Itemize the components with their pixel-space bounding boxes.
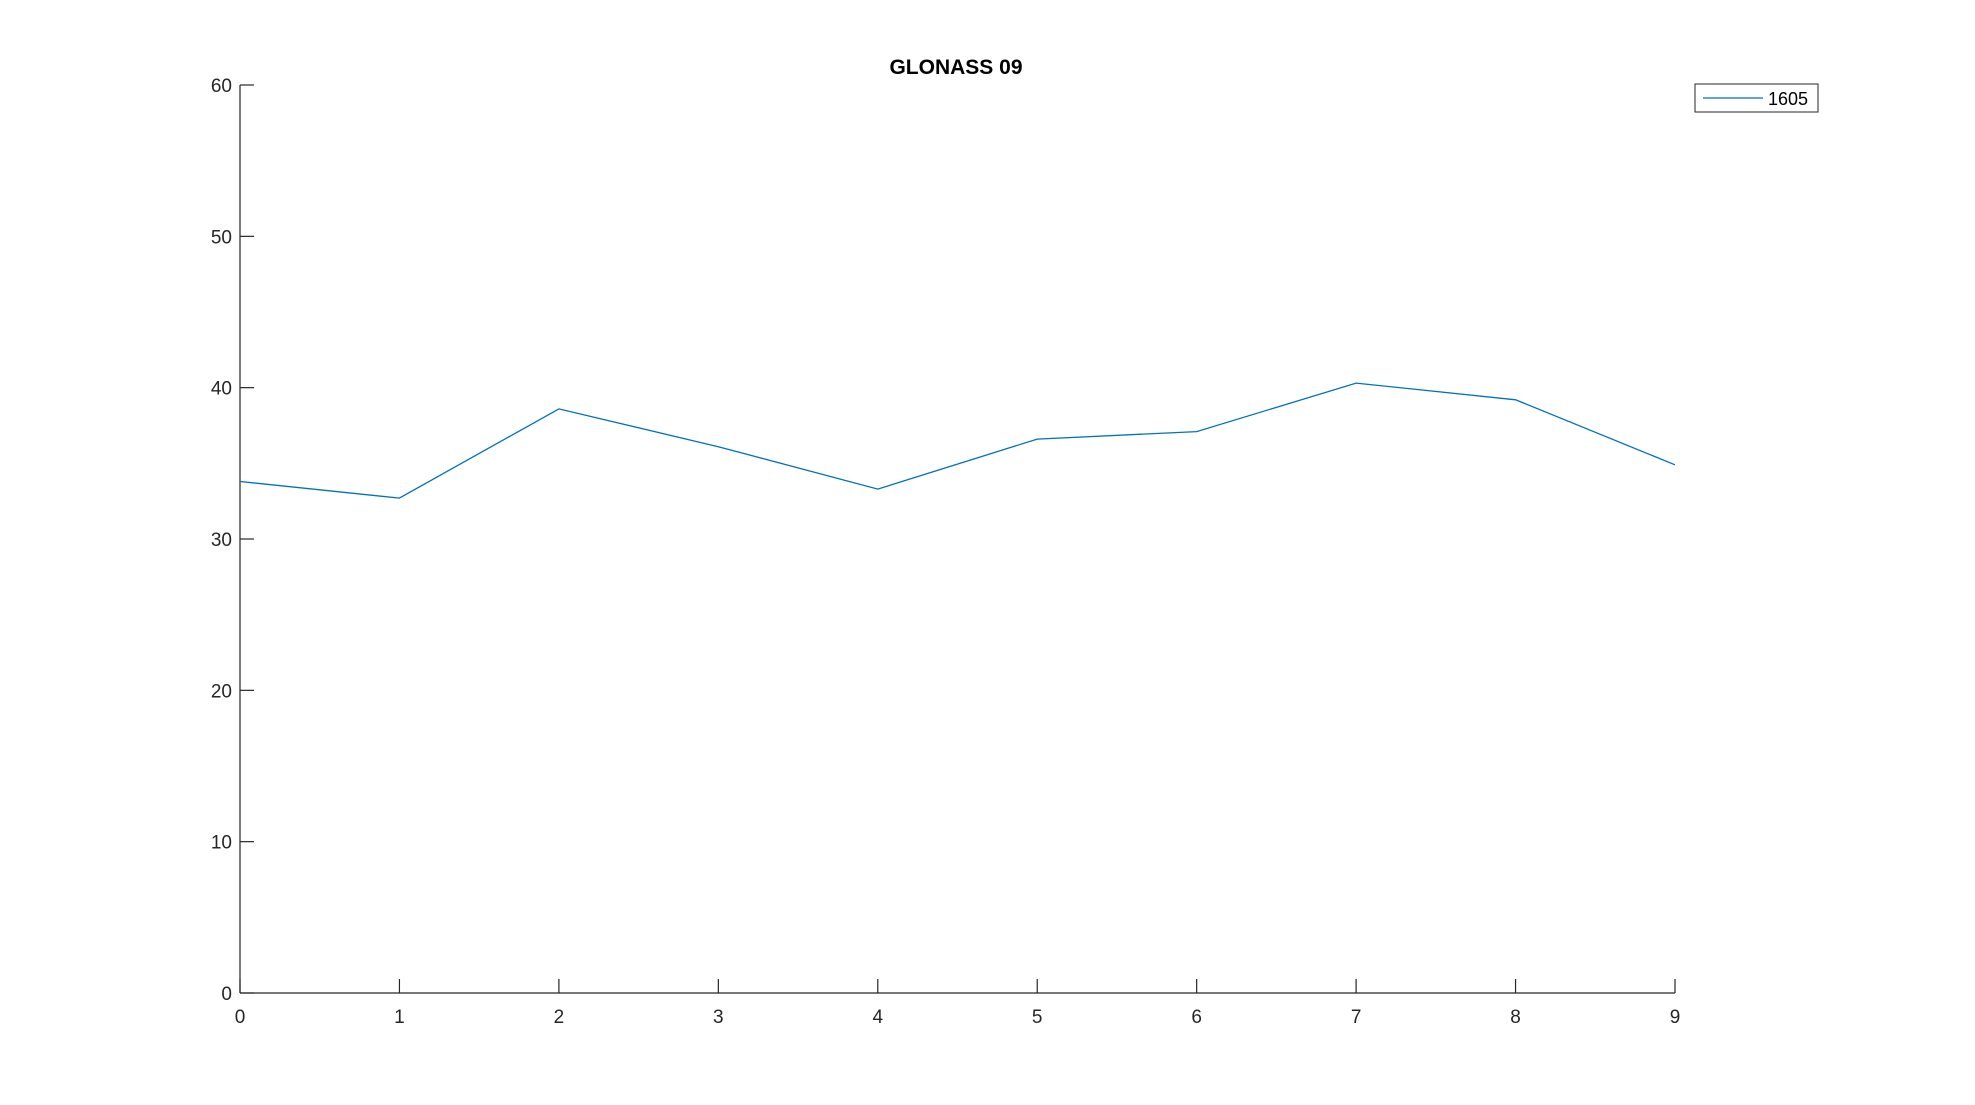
x-tick-label: 9 bbox=[1670, 1007, 1681, 1028]
x-tick-label: 6 bbox=[1191, 1007, 1202, 1028]
y-tick-label: 0 bbox=[221, 984, 232, 1005]
x-tick-label: 2 bbox=[554, 1007, 565, 1028]
x-tick-label: 8 bbox=[1510, 1007, 1521, 1028]
x-axis-ticks: 0 1 2 3 4 5 6 7 8 9 bbox=[235, 979, 1681, 1028]
x-tick-label: 3 bbox=[713, 1007, 724, 1028]
legend-label-1605: 1605 bbox=[1768, 89, 1808, 109]
y-tick-label: 20 bbox=[211, 681, 232, 702]
axes: 0 10 20 30 40 50 60 0 1 2 3 4 5 6 7 8 9 bbox=[211, 76, 1680, 1028]
legend: 1605 bbox=[1694, 83, 1819, 113]
y-tick-label: 50 bbox=[211, 227, 232, 248]
y-tick-label: 10 bbox=[211, 833, 232, 854]
y-tick-label: 30 bbox=[211, 530, 232, 551]
x-tick-label: 7 bbox=[1351, 1007, 1362, 1028]
series-layer bbox=[239, 382, 1676, 499]
x-tick-label: 0 bbox=[235, 1007, 246, 1028]
x-tick-label: 4 bbox=[872, 1007, 883, 1028]
y-tick-label: 40 bbox=[211, 379, 232, 400]
series-line-1605 bbox=[239, 382, 1676, 499]
y-tick-label: 60 bbox=[211, 76, 232, 97]
y-axis-ticks: 0 10 20 30 40 50 60 bbox=[211, 76, 254, 1005]
x-tick-label: 1 bbox=[394, 1007, 405, 1028]
x-tick-label: 5 bbox=[1032, 1007, 1043, 1028]
chart-title: GLONASS 09 bbox=[889, 56, 1022, 79]
